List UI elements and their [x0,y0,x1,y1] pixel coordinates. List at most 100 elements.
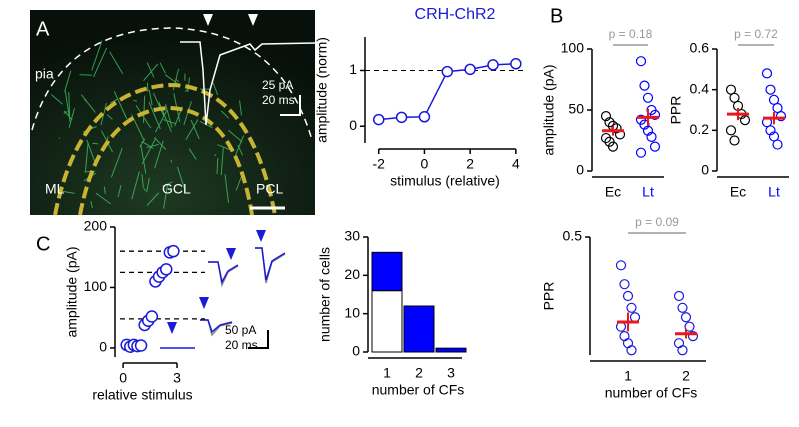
point [775,110,787,122]
point [765,84,776,95]
point [635,56,647,67]
scale-label: 20 ms [262,93,295,107]
point [739,115,751,126]
y-axis-label: PPR [541,282,557,311]
micrograph: A pia ML GCL PCL 25 pA 20 ms [30,10,316,216]
point [604,117,615,128]
y-tick-label: 1 [349,61,357,77]
scale-label: 50 pA [225,323,256,337]
point [649,141,661,152]
x-tick-label: Lt [642,184,654,200]
x-tick-label: 4 [512,156,520,172]
scale-bar [280,95,301,116]
point [619,279,630,290]
layer-outline [78,105,254,216]
point [372,113,385,126]
point [725,125,737,136]
point [167,244,180,258]
panel-label: C [36,233,50,255]
y-tick-label: 10 [344,304,360,320]
x-axis-label: relative stimulus [92,387,192,403]
pia-line [31,27,313,141]
point [441,65,454,78]
chart-title: CRH-ChR2 [415,6,496,23]
p-value: p = 0.09 [635,215,679,229]
x-tick-label: Lt [768,184,780,200]
point [600,132,612,144]
x-tick-label: Ec [730,184,746,200]
layer-outline [53,82,277,216]
x-tick-label: 1 [383,365,391,381]
point [761,68,773,79]
bar [435,347,467,353]
y-tick-label: 0 [701,162,709,178]
x-axis-label: number of CFs [605,385,698,401]
bar [371,290,403,353]
x-tick-label: 0 [421,156,429,172]
y-tick-label: 100 [561,40,585,56]
point [464,63,476,76]
trace [180,41,316,126]
y-axis-label: PPR [668,96,684,125]
y-tick-label: 0.5 [563,228,583,244]
point [680,312,692,323]
region-label: PCL [256,181,283,197]
point [418,111,431,123]
point [600,110,612,122]
x-axis-label: stimulus (relative) [390,173,500,189]
region-label: GCL [162,181,191,197]
evoked-traces [160,230,286,349]
y-axis-label: number of cells [317,247,333,342]
x-tick-label: -2 [372,156,385,172]
stim-arrow [203,14,258,26]
point [145,310,159,323]
point [615,260,627,271]
point [635,147,647,158]
y-axis-label: amplitude (pA) [64,246,80,337]
y-axis-label: amplitude (pA) [541,64,557,155]
dendrites [50,40,245,209]
point [677,345,688,356]
y-tick-label: 100 [84,278,108,294]
region-label: pia [35,66,54,82]
y-tick-label: 0.2 [690,121,710,137]
y-tick-label: 0.6 [690,40,710,56]
x-tick-label: Ec [605,184,621,200]
x-tick-label: 1 [624,368,632,384]
x-axis-label: number of CFs [372,382,465,398]
y-tick-label: 200 [84,218,108,234]
y-tick-label: 0 [349,117,357,133]
point [729,135,740,146]
point [687,331,699,342]
point [684,321,695,332]
point [626,345,637,356]
point [629,312,641,323]
point [622,290,634,302]
point [765,125,776,136]
x-tick-label: 2 [682,368,690,384]
scale-label: 20 ms [225,338,258,352]
y-tick-label: 0.4 [690,80,710,96]
x-tick-label: 3 [173,370,181,386]
region-label: ML [45,181,65,197]
point [510,58,522,70]
y-tick-label: 0 [99,339,107,355]
y-tick-label: 20 [344,266,360,282]
y-tick-label: 0 [576,162,584,178]
panel-label: A [36,18,50,40]
point [646,131,657,142]
point [159,263,173,276]
point [642,92,654,103]
point [649,109,661,120]
y-axis-label: amplitude (norm) [314,37,330,143]
bar [403,305,435,353]
point [772,139,783,150]
y-tick-label: 50 [568,101,584,117]
x-tick-label: 2 [415,365,423,381]
point [607,141,619,152]
point [395,111,408,124]
point [626,302,637,313]
panel-label: B [550,5,563,27]
point [677,302,688,313]
